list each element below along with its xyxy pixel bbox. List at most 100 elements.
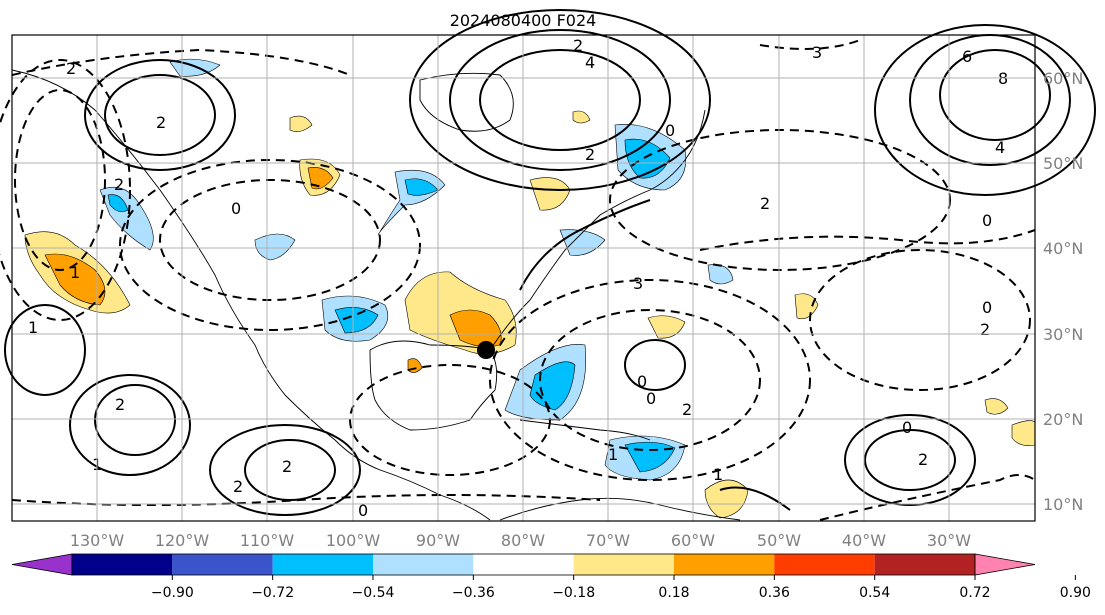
contour-dashed: [14, 89, 106, 271]
contour-label: 0: [982, 211, 992, 230]
contour-label: 2: [114, 175, 124, 194]
contour-label: 2: [115, 395, 125, 414]
coastline-hudson: [419, 72, 514, 132]
lat-tick-label: 30°N: [1043, 325, 1083, 344]
contour-label: 6: [962, 47, 972, 66]
contour-label: 1: [713, 465, 723, 484]
contour-label: 0: [231, 199, 241, 218]
lon-tick-label: 120°W: [155, 531, 210, 550]
colorbar-tick-label: −0.54: [352, 585, 395, 601]
coastlines: [11, 69, 741, 521]
lat-tick-label: 10°N: [1043, 495, 1083, 514]
contour-solid: [479, 49, 641, 151]
contour-label: 2: [682, 400, 692, 419]
colorbar-swatch: [473, 554, 574, 575]
contour-label: 0: [982, 298, 992, 317]
contour-label: 4: [995, 138, 1005, 157]
gridlines: [12, 35, 1035, 521]
location-marker: [477, 341, 495, 359]
contour-solid: [104, 74, 216, 156]
coastline-caribbean: [519, 419, 651, 441]
coastline-gulf: [369, 340, 498, 431]
colorbar-tick-label: −0.18: [552, 585, 595, 601]
contour-solid: [94, 384, 176, 456]
contour-label: 1: [70, 263, 80, 282]
colorbar-swatch: [874, 554, 975, 575]
map-title: 2024080400 F024: [450, 11, 597, 30]
coastline-east: [489, 109, 706, 351]
map-panel: 2 2 4 6 8 4 3 2 0 0 2 1 1 1 2 2 2 0 0 1 …: [0, 9, 1096, 522]
contour-solid: [519, 199, 651, 291]
lon-tick-label: 30°W: [927, 531, 971, 550]
lon-tick-label: 60°W: [671, 531, 715, 550]
lon-tick-label: 70°W: [586, 531, 630, 550]
contour-label-layer: 2 2 4 6 8 4 3 2 0 0 2 1 1 1 2 2 2 0 0 1 …: [28, 36, 1008, 520]
neg-region: [559, 229, 606, 256]
contour-label: 4: [585, 53, 595, 72]
contour-dashed: [809, 249, 1031, 391]
lat-tick-label: 60°N: [1043, 69, 1083, 88]
map-border: [11, 34, 1036, 522]
contour-solid: [719, 486, 791, 511]
contour-label: 2: [233, 477, 243, 496]
contour-dashed: [489, 279, 811, 481]
contour-label: 0: [358, 501, 368, 520]
pos-region: [289, 115, 313, 132]
colorbar-tick-label: 0.90: [1060, 585, 1091, 601]
colorbar-swatch: [373, 554, 474, 575]
neg-region: [254, 233, 296, 261]
contour-label: 0: [637, 372, 647, 391]
contour-label: 2: [585, 145, 595, 164]
lon-tick-label: 100°W: [326, 531, 381, 550]
contour-label: 0: [902, 418, 912, 437]
colorbar-tick-label: −0.90: [151, 585, 194, 601]
colorbar-tick-label: 0.18: [658, 585, 689, 601]
colorbar-extend-high: [974, 553, 1036, 576]
contour-solid: [624, 339, 686, 391]
contour-solid: [4, 304, 86, 396]
colorbar-swatch: [272, 554, 373, 575]
colorbar: −0.90 −0.72 −0.54 −0.36 −0.18 0.18 0.36 0.54 0.7…: [11, 553, 1091, 601]
colorbar-tick-label: −0.36: [452, 585, 495, 601]
colorbar-tick-label: 0.54: [859, 585, 890, 601]
contour-solid: [209, 424, 361, 516]
contour-label: 2: [156, 113, 166, 132]
coastline-southamerica: [499, 497, 741, 521]
contour-solid: [69, 374, 191, 476]
lon-tick-label: 80°W: [501, 531, 545, 550]
lon-axis: 130°W 120°W 110°W 100°W 90°W 80°W 70°W 6…: [70, 531, 971, 550]
contour-dashed: [759, 39, 861, 50]
pos-region: [572, 110, 591, 124]
contour-label: 3: [633, 274, 643, 293]
pos-region: [704, 479, 749, 519]
neg-region: [107, 194, 129, 212]
colorbar-swatch: [573, 554, 674, 575]
contour-label: 1: [608, 445, 618, 464]
pos-region: [794, 293, 819, 319]
contour-label: 2: [980, 320, 990, 339]
pos-region: [984, 398, 1009, 415]
contour-dashed: [119, 159, 421, 331]
contour-solid: [409, 9, 711, 191]
contour-label: 2: [573, 36, 583, 55]
lat-tick-label: 20°N: [1043, 410, 1083, 429]
lon-tick-label: 50°W: [757, 531, 801, 550]
contour-solid: [84, 59, 236, 171]
contour-dashed: [159, 179, 381, 301]
lon-tick-label: 130°W: [70, 531, 125, 550]
neg-region: [334, 307, 379, 334]
colorbar-swatch: [674, 554, 775, 575]
colorbar-extend-low: [11, 553, 73, 576]
pos-region: [307, 167, 334, 190]
lon-tick-label: 110°W: [240, 531, 295, 550]
contour-label: 0: [646, 389, 656, 408]
colorbar-swatch: [774, 554, 875, 575]
contour-label: 2: [66, 59, 76, 78]
colorbar-tick-label: −0.72: [251, 585, 294, 601]
contour-dashed: [349, 364, 551, 476]
contour-label: 2: [282, 457, 292, 476]
colorbar-tick-label: 0.72: [959, 585, 990, 601]
contour-label: 3: [812, 43, 822, 62]
pos-region: [449, 309, 502, 347]
contour-solid: [844, 414, 976, 506]
